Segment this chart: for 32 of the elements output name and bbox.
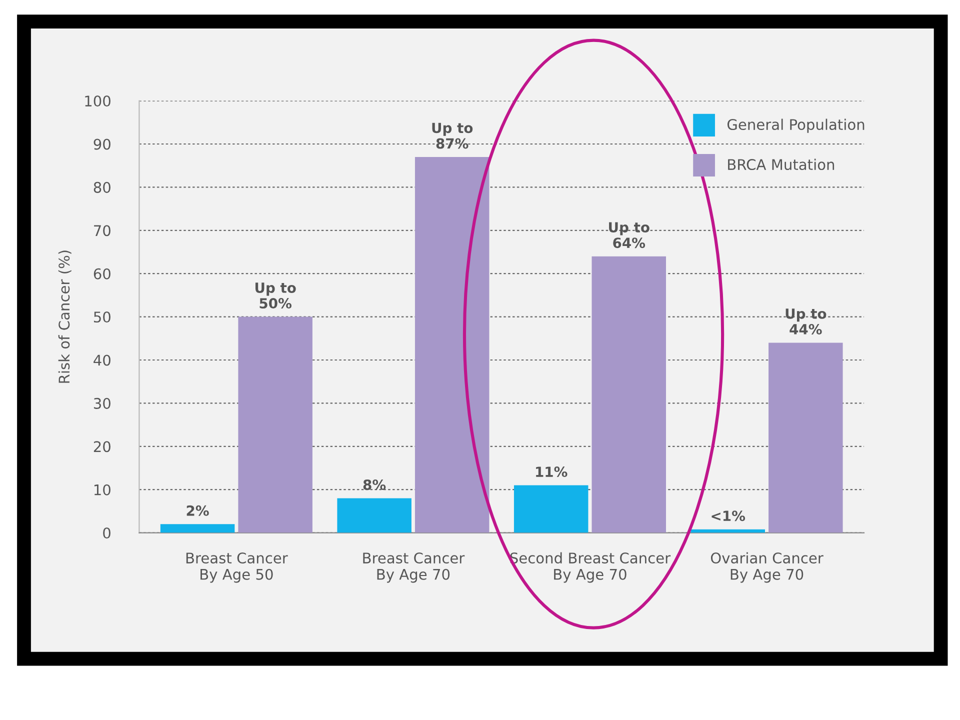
y-tick-label: 70 (94, 225, 110, 236)
bar (337, 498, 412, 533)
y-tick-label: 20 (94, 441, 110, 452)
y-tick-label: 80 (94, 182, 110, 193)
x-tick-label: Breast Cancer By Age 70 (363, 552, 465, 583)
bar (592, 256, 666, 533)
data-label: 2% (186, 505, 209, 516)
data-label: Up to 44% (786, 308, 826, 334)
y-tick-label: 10 (94, 484, 110, 496)
data-label: <1% (712, 510, 746, 522)
bar (414, 156, 490, 533)
y-tick-label: 100 (85, 96, 110, 107)
y-tick-label: 30 (94, 398, 110, 409)
bar (238, 316, 312, 533)
legend-label: General Population (727, 118, 864, 133)
bar (514, 485, 588, 533)
x-tick-label: Breast Cancer By Age 50 (186, 552, 288, 583)
legend-label: BRCA Mutation (728, 158, 834, 170)
y-tick-label: 60 (94, 268, 110, 280)
x-tick-label: Ovarian Cancer By Age 70 (710, 552, 824, 583)
y-tick-label: 0 (103, 528, 110, 539)
data-label: Up to 50% (255, 282, 296, 309)
data-label: 11% (536, 466, 568, 478)
data-label: Up to 64% (609, 222, 650, 248)
bar (160, 524, 235, 533)
data-label: Up to 87% (432, 122, 473, 149)
y-tick-label: 50 (94, 312, 110, 323)
y-tick-label: 40 (94, 354, 110, 366)
data-label: 8% (363, 479, 386, 490)
y-axis-title: Risk of Cancer (%) (58, 250, 72, 383)
y-tick-label: 90 (94, 138, 110, 150)
bar (768, 342, 843, 533)
